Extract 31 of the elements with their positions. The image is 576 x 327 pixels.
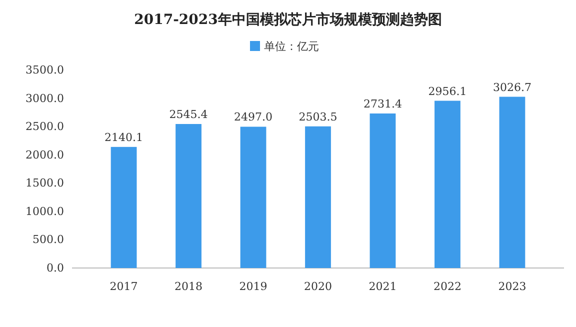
bar — [370, 113, 396, 268]
y-tick-label: 1000.0 — [26, 204, 64, 218]
legend-label: 单位：亿元 — [264, 40, 319, 53]
data-label: 2140.1 — [104, 130, 144, 144]
data-label: 2545.4 — [169, 108, 208, 122]
bar — [305, 126, 331, 268]
data-label: 2956.1 — [428, 84, 467, 98]
x-tick-label: 2021 — [368, 280, 397, 293]
bar — [110, 146, 137, 268]
y-tick-label: 2500.0 — [26, 120, 64, 134]
data-label: 2731.4 — [363, 97, 402, 110]
y-tick-label: 0.0 — [46, 262, 64, 275]
y-tick-label: 1500.0 — [26, 176, 64, 190]
data-label: 2503.5 — [298, 110, 338, 124]
bar — [499, 96, 526, 268]
x-tick-label: 2017 — [110, 280, 138, 293]
y-tick-label: 2000.0 — [26, 148, 64, 162]
data-label: 2497.0 — [234, 110, 273, 124]
y-tick-label: 3500.0 — [26, 64, 64, 77]
bar — [176, 124, 202, 268]
bar — [434, 100, 460, 268]
x-tick-label: 2019 — [239, 280, 268, 293]
x-tick-label: 2023 — [498, 280, 526, 293]
bar — [240, 126, 266, 268]
x-tick-label: 2020 — [304, 280, 332, 293]
y-tick-label: 3000.0 — [26, 92, 64, 105]
y-tick-label: 500.0 — [32, 233, 64, 246]
x-tick-label: 2022 — [433, 280, 462, 293]
data-label: 3026.7 — [492, 80, 532, 94]
x-tick-label: 2018 — [174, 280, 203, 293]
chart-title: 2017-2023年中国模拟芯片市场规模预测趋势图 — [134, 11, 442, 28]
